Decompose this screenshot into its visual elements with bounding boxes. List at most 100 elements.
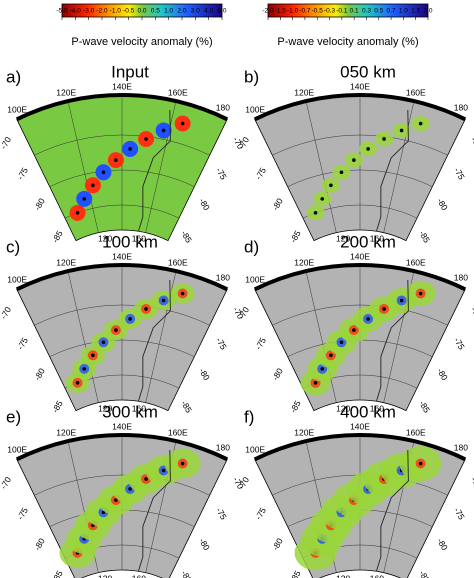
station: [144, 477, 148, 481]
latitude-label: -80: [197, 196, 212, 212]
longitude-label: 120E: [294, 428, 314, 438]
station: [329, 353, 333, 358]
latitude-label: -75: [214, 336, 229, 352]
station: [320, 197, 325, 201]
latitude-label: -75: [452, 336, 467, 352]
colorbar-tick-label: 0.0: [137, 8, 146, 15]
station: [114, 498, 118, 502]
longitude-label: 120E: [56, 428, 76, 438]
longitude-label: 100E: [7, 444, 27, 454]
latitude-label: -85: [288, 229, 303, 245]
latitude-label: -75: [15, 336, 30, 352]
colorbar-tick-label: 1.5: [411, 8, 420, 15]
latitude-label: -85: [179, 569, 194, 578]
latitude-label: -80: [197, 536, 212, 552]
latitude-label: -80: [270, 536, 285, 552]
station: [75, 381, 80, 385]
station: [91, 183, 95, 188]
coastline: [137, 450, 171, 572]
station: [339, 340, 344, 345]
station: [161, 128, 166, 133]
map-panel: [15, 263, 229, 412]
meridian: [67, 271, 99, 403]
meridian: [305, 271, 337, 403]
latitude-label: -75: [15, 166, 30, 182]
longitude-label: 140E: [112, 81, 132, 91]
colorbar-tick-label: 0.5: [151, 8, 160, 15]
colorbar-tick-label: -4.0: [70, 8, 82, 15]
colorbar-tick-label: -2.0: [262, 8, 274, 15]
bottom-label: 120: [98, 404, 112, 414]
station: [161, 468, 166, 473]
latitude-label: -80: [435, 536, 450, 552]
map-border: [15, 93, 229, 122]
colorbar-tick-label: 0.1: [350, 8, 359, 15]
latitude-label: -80: [32, 536, 47, 552]
meridian: [383, 101, 415, 233]
longitude-label: 160E: [406, 428, 426, 438]
longitude-label: 140E: [350, 251, 370, 261]
colorbar-tick-label: 4.0: [204, 8, 213, 15]
longitude-label: 140E: [112, 421, 132, 431]
colorbar-tick-label: 5.0: [217, 8, 226, 15]
colorbar-tick-label: -0.1: [336, 8, 348, 15]
colorbar-label: P-wave velocity anomaly (%): [277, 36, 418, 48]
station: [161, 298, 166, 303]
latitude-label: -85: [50, 399, 65, 415]
colorbar-tick-label: -2.0: [96, 8, 108, 15]
station: [144, 307, 148, 311]
panel-title: 100 km: [102, 232, 158, 251]
bottom-label: 160: [132, 234, 146, 244]
latitude-label: -85: [179, 229, 194, 245]
longitude-label: 180: [454, 443, 468, 453]
colorbar-tick-label: -0.7: [299, 8, 311, 15]
panel-letter: c): [6, 237, 20, 256]
latitude-label: -70: [469, 305, 474, 321]
panel-letter: e): [6, 407, 21, 426]
bottom-label: 120: [336, 234, 350, 244]
longitude-label: 120E: [294, 88, 314, 98]
station: [366, 317, 370, 321]
map-panel: [253, 263, 467, 412]
bottom-label: 160: [370, 574, 384, 578]
colorbar-tick-label: -3.0: [83, 8, 95, 15]
colorbar-tick-label: 2.0: [423, 8, 432, 15]
station: [101, 170, 106, 175]
longitude-label: 140E: [350, 81, 370, 91]
station: [399, 128, 404, 133]
panel-title: 300 km: [102, 402, 158, 421]
latitude-label: -85: [50, 229, 65, 245]
bottom-label: 120: [98, 234, 112, 244]
station: [313, 211, 318, 215]
bottom-label: 160: [132, 404, 146, 414]
map-panel: [15, 93, 229, 242]
longitude-label: 180: [216, 443, 230, 453]
colorbar: [267, 3, 429, 18]
latitude-label: -80: [32, 196, 47, 212]
panel-letter: d): [244, 237, 259, 256]
map-border: [253, 263, 467, 292]
latitude-label: -80: [270, 366, 285, 382]
station: [82, 197, 87, 201]
latitude-label: -85: [417, 229, 432, 245]
longitude-label: 120E: [56, 88, 76, 98]
station: [101, 340, 106, 345]
colorbar-tick-label: -5.0: [56, 8, 68, 15]
latitude-label: -80: [270, 196, 285, 212]
latitude-label: -75: [214, 166, 229, 182]
meridian: [67, 101, 99, 233]
station: [128, 487, 132, 491]
longitude-label: 120E: [56, 258, 76, 268]
bottom-label: 160: [370, 404, 384, 414]
coastline: [137, 110, 171, 232]
longitude-label: 180: [216, 273, 230, 283]
latitude-label: -70: [469, 475, 474, 491]
colorbar-tick-label: 2.0: [177, 8, 186, 15]
longitude-label: 180: [454, 103, 468, 113]
station: [180, 291, 185, 296]
station: [128, 317, 132, 321]
coastline: [375, 280, 409, 402]
latitude-label: -70: [0, 135, 13, 151]
latitude-label: -85: [179, 399, 194, 415]
